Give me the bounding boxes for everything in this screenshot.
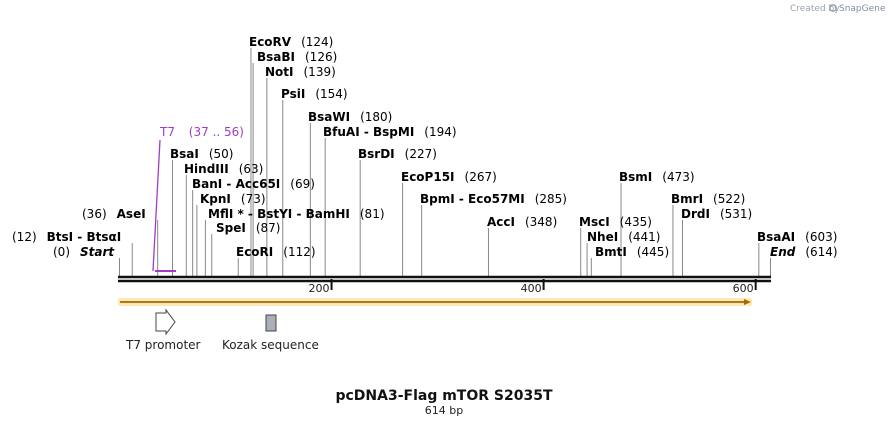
- primer-name: T7: [159, 125, 175, 139]
- promoter-arrow-icon: [155, 308, 176, 336]
- site-label[interactable]: (36) AseI: [82, 207, 146, 221]
- site-label[interactable]: MflI * - BstYI - BamHI (81): [208, 207, 385, 221]
- primer-t7[interactable]: T7 (37 .. 56): [152, 125, 244, 272]
- plasmid-title: pcDNA3-Flag mTOR S2035T: [335, 388, 552, 404]
- site-label[interactable]: EcoP15I (267): [401, 170, 497, 184]
- branding-name: SnapGene: [839, 4, 886, 14]
- ruler: 200 400 600: [309, 279, 757, 295]
- site-label[interactable]: BsaAI (603): [757, 230, 837, 244]
- site-label[interactable]: (12) BtsI - BtsαI: [12, 230, 121, 244]
- dna-backbone: [118, 275, 771, 283]
- site-label[interactable]: BsaI (50): [170, 147, 234, 161]
- ruler-tick-label: 200: [309, 282, 330, 295]
- feature-t7-promoter-label: T7 promoter: [125, 338, 201, 352]
- site-label[interactable]: BpmI - Eco57MI (285): [420, 192, 567, 206]
- site-label[interactable]: (0) Start: [53, 245, 115, 259]
- sequence-bar: [118, 298, 752, 306]
- restriction-site-labels: EcoRV (124) BsaBI (126) NotI (139) PsiI (154…: [12, 35, 838, 259]
- site-label[interactable]: NheI (441): [587, 230, 660, 244]
- plasmid-length: 614 bp: [425, 404, 463, 417]
- site-label[interactable]: End (614): [770, 245, 838, 259]
- site-label[interactable]: EcoRV (124): [249, 35, 333, 49]
- site-label[interactable]: KpnI (73): [200, 192, 266, 206]
- site-label[interactable]: NotI (139): [265, 65, 336, 79]
- site-label[interactable]: BsaBI (126): [257, 50, 337, 64]
- snapgene-logo-icon: [829, 4, 837, 12]
- site-leader-lines: [119, 48, 771, 276]
- site-label[interactable]: EcoRI (112): [236, 245, 316, 259]
- kozak-box-icon: [265, 314, 277, 332]
- site-label[interactable]: BmtI (445): [595, 245, 669, 259]
- site-label[interactable]: SpeI (87): [216, 221, 280, 235]
- branding-prefix: Created by: [790, 4, 840, 14]
- site-label[interactable]: MscI (435): [579, 215, 652, 229]
- site-label[interactable]: BsrDI (227): [358, 147, 437, 161]
- site-label[interactable]: BmrI (522): [671, 192, 745, 206]
- feature-kozak-label: Kozak sequence: [222, 338, 319, 352]
- ruler-tick-label: 600: [733, 282, 754, 295]
- site-label[interactable]: BanI - Acc65I (69): [192, 177, 315, 191]
- site-label[interactable]: PsiI (154): [281, 87, 348, 101]
- site-label[interactable]: DrdI (531): [681, 207, 752, 221]
- ruler-tick-label: 400: [521, 282, 542, 295]
- site-label[interactable]: AccI (348): [487, 215, 557, 229]
- site-label[interactable]: HindIII (63): [184, 162, 263, 176]
- site-label[interactable]: BsmI (473): [619, 170, 695, 184]
- site-label[interactable]: BfuAI - BspMI (194): [323, 125, 457, 139]
- primer-t7-label: T7 (37 .. 56): [159, 125, 244, 139]
- feature-t7-promoter[interactable]: T7 promoter: [125, 308, 201, 352]
- feature-kozak-sequence[interactable]: Kozak sequence: [222, 314, 319, 352]
- primer-range: (37 .. 56): [189, 125, 244, 139]
- site-label[interactable]: BsaWI (180): [308, 110, 392, 124]
